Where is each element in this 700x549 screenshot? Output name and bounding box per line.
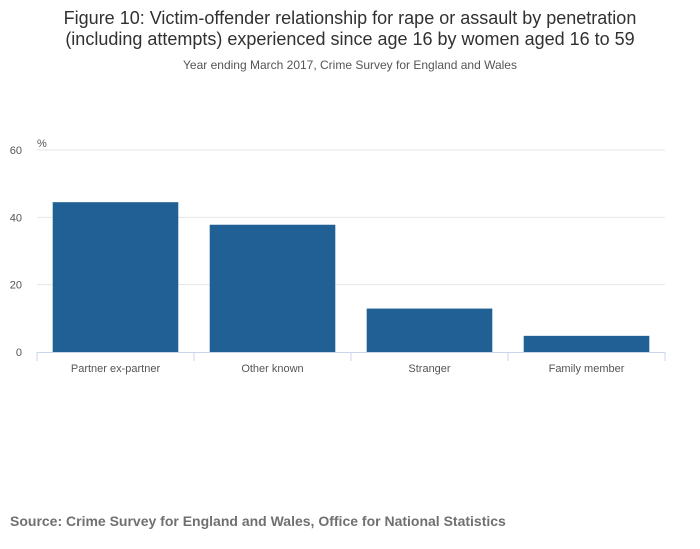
y-tick-label: 0 [16,347,22,359]
x-tick-label: Family member [549,363,625,375]
y-tick-label: 40 [10,212,22,224]
bar [523,335,650,352]
x-tick-label: Partner ex-partner [71,363,161,375]
bars-group [52,202,650,352]
x-axis-labels: Partner ex-partner Other known Stranger Fam… [71,363,625,375]
x-tick-label: Other known [241,363,303,375]
y-tick-label: 60 [10,145,22,157]
x-tick-label: Stranger [408,363,451,375]
chart-subtitle: Year ending March 2017, Crime Survey for… [183,58,517,72]
y-axis-unit-label: % [37,138,47,150]
chart-title: Figure 10: Victim-offender relationship … [0,8,700,50]
x-axis [36,352,666,361]
chart-title-line1: Figure 10: Victim-offender relationship … [63,8,637,28]
chart-title-line2: (including attempts) experienced since a… [65,29,635,49]
y-axis-ticks: 0 20 40 60 [10,145,22,359]
bar [366,308,493,352]
y-tick-label: 20 [10,280,22,292]
bar [209,224,336,352]
bar [52,202,179,352]
source-note: Source: Crime Survey for England and Wal… [10,513,506,529]
